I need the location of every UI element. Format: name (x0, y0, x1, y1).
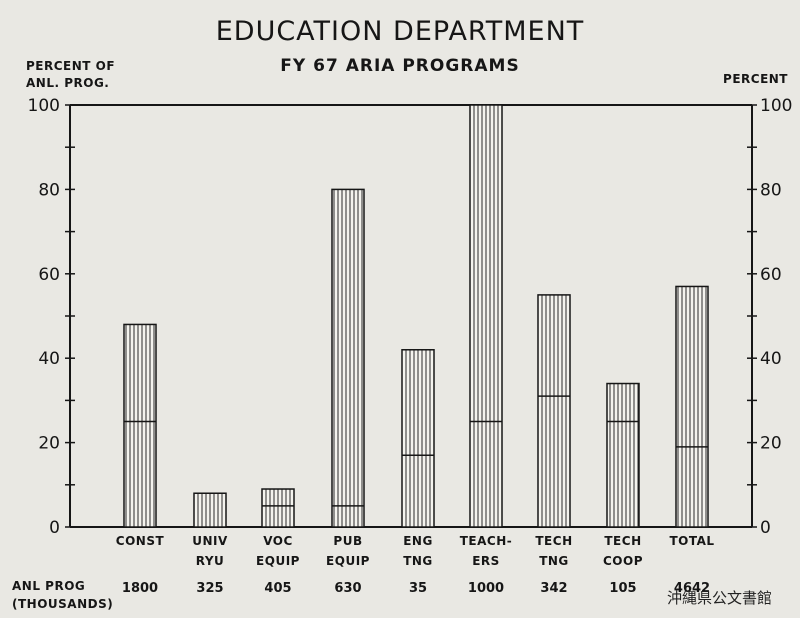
right-y-tick-label: 20 (760, 434, 782, 454)
x-category-label: UNIV (192, 534, 228, 548)
bar (331, 188, 365, 528)
left-y-tick-label: 60 (38, 265, 60, 285)
chart-title: EDUCATION DEPARTMENT (215, 16, 585, 47)
chart-subtitle: FY 67 ARIA PROGRAMS (280, 56, 520, 76)
bar (606, 382, 640, 528)
left-axis-label-line2: ANL. PROG. (26, 76, 110, 90)
anl-prog-value: 325 (196, 581, 223, 596)
x-category-label: RYU (196, 554, 225, 568)
bar (261, 488, 295, 528)
x-category-label: VOC (263, 534, 293, 548)
x-category-label: TNG (403, 554, 433, 568)
left-y-tick-label: 40 (38, 349, 60, 369)
right-y-tick-label: 60 (760, 265, 782, 285)
anl-prog-value: 4642 (674, 581, 710, 596)
x-category-label: COOP (603, 554, 643, 568)
bar (675, 285, 709, 528)
left-y-tick-label: 80 (38, 180, 60, 200)
bar (123, 323, 157, 528)
anl-prog-value: 630 (334, 581, 361, 596)
x-category-label: TOTAL (669, 534, 714, 548)
right-y-tick-label: 80 (760, 180, 782, 200)
right-axis-label: PERCENT (723, 72, 788, 86)
x-category-label: CONST (116, 534, 165, 548)
anl-prog-value: 1000 (468, 581, 504, 596)
anl-prog-value: 1800 (122, 581, 158, 596)
bar (193, 492, 227, 528)
bar (469, 104, 503, 528)
x-category-label: PUB (333, 534, 362, 548)
x-category-label: TNG (539, 554, 569, 568)
anl-prog-label-line1: ANL PROG (12, 579, 86, 593)
anl-prog-value: 35 (409, 581, 427, 596)
left-axis-label-line1: PERCENT OF (26, 59, 116, 73)
right-y-tick-label: 40 (760, 349, 782, 369)
x-category-label: ERS (472, 554, 500, 568)
left-y-tick-label: 0 (49, 518, 60, 538)
anl-prog-value: 405 (264, 581, 291, 596)
x-category-label: EQUIP (256, 554, 300, 568)
bar (401, 349, 435, 528)
left-axis-label: PERCENT OF ANL. PROG. (26, 58, 115, 92)
x-category-label: EQUIP (326, 554, 370, 568)
right-y-tick-label: 100 (760, 96, 792, 116)
anl-prog-label-line2: (THOUSANDS) (12, 597, 114, 611)
archive-stamp: 沖縄県公文書館 (666, 589, 772, 607)
x-category-label: TECH (604, 534, 641, 548)
x-category-label: TEACH- (460, 534, 513, 548)
x-category-label: TECH (535, 534, 572, 548)
bar (537, 294, 571, 528)
anl-prog-value: 105 (609, 581, 636, 596)
anl-prog-value: 342 (540, 581, 567, 596)
x-category-label: ENG (403, 534, 433, 548)
anl-prog-label: ANL PROG (THOUSANDS) (12, 577, 113, 613)
left-y-tick-label: 20 (38, 434, 60, 454)
right-y-tick-label: 0 (760, 518, 771, 538)
left-y-tick-label: 100 (28, 96, 60, 116)
